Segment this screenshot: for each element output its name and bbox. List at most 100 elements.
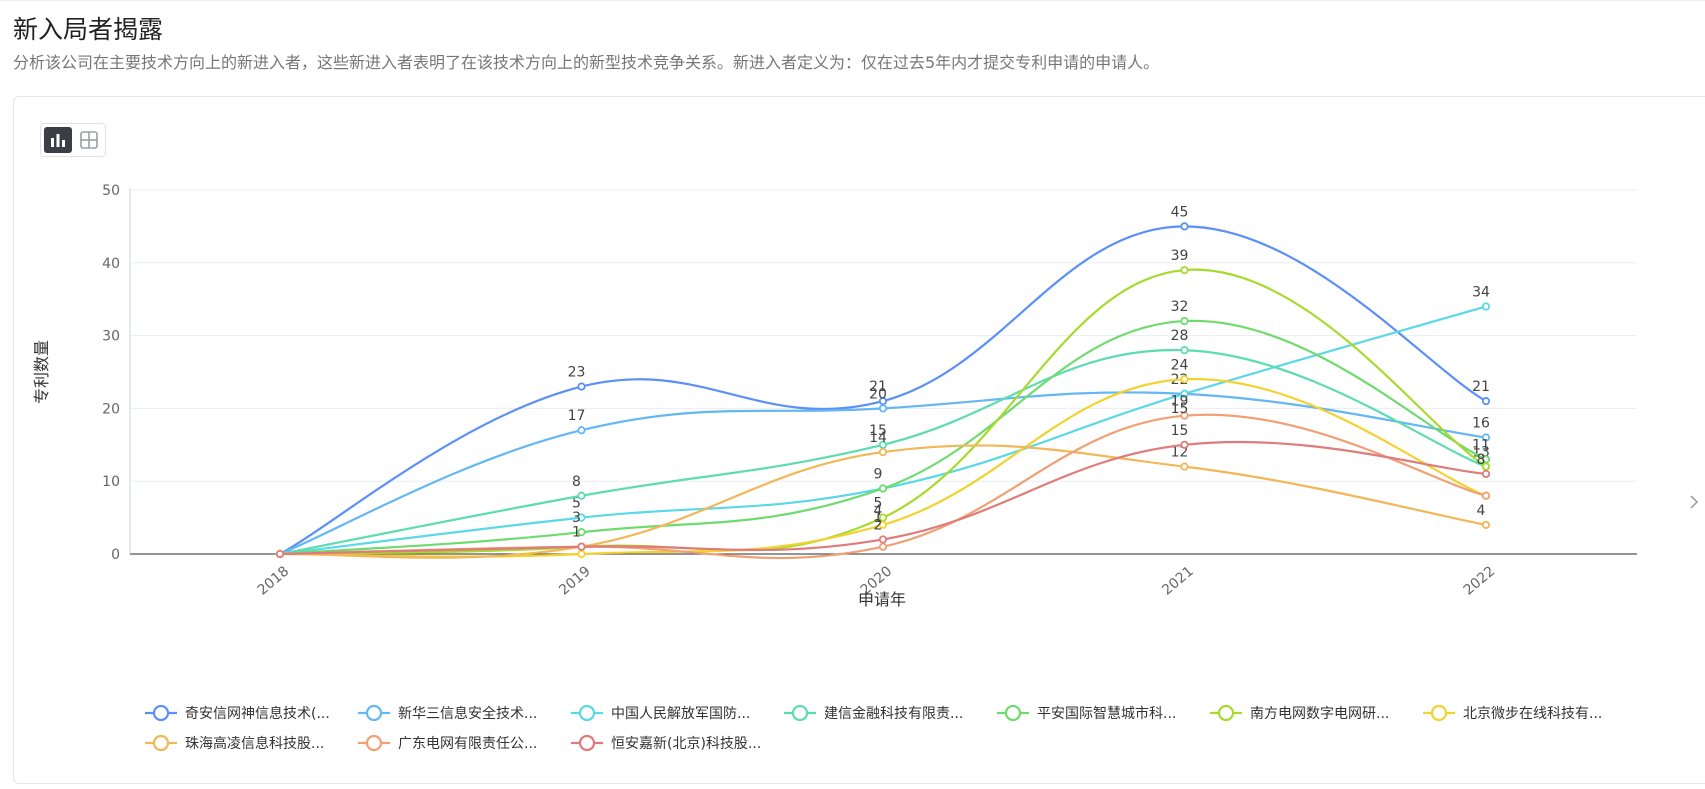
data-label: 4 (874, 503, 883, 519)
page-description: 分析该公司在主要技术方向上的新进入者，这些新进入者表明了在该技术方向上的新型技术… (13, 53, 1160, 72)
data-label: 34 (1472, 284, 1490, 300)
table-view-button[interactable] (75, 127, 103, 153)
legend-item-label: 恒安嘉新(北京)科技股... (611, 736, 761, 752)
data-label: 15 (1171, 401, 1189, 417)
data-point (1481, 302, 1491, 311)
x-tick-label: 2022 (1461, 563, 1499, 598)
x-axis-title: 申请年 (858, 590, 906, 609)
y-axis-title: 专利数量 (32, 340, 51, 404)
data-point (1180, 462, 1189, 471)
series-line (279, 268, 1487, 556)
table-grid-icon (80, 131, 98, 149)
data-label: 24 (1171, 357, 1189, 373)
data-label: 32 (1171, 299, 1189, 315)
data-label: 17 (568, 408, 586, 424)
series-line (279, 391, 1487, 556)
y-tick-label: 20 (102, 401, 120, 417)
bar-chart-icon (51, 134, 65, 147)
data-label: 15 (1171, 423, 1189, 439)
legend-item-label: 中国人民解放军国防... (611, 706, 750, 722)
data-label: 8 (572, 474, 581, 490)
chevron-right-icon[interactable] (1687, 492, 1701, 512)
data-label: 5 (874, 496, 883, 512)
x-tick-label: 2019 (556, 563, 594, 598)
y-tick-label: 30 (102, 329, 120, 345)
legend-swatch-marker (1430, 704, 1448, 722)
data-point (577, 542, 586, 551)
legend-swatch-marker (152, 704, 170, 722)
y-tick-label: 10 (102, 474, 120, 490)
data-point (1180, 316, 1189, 326)
data-label: 28 (1171, 328, 1189, 344)
data-label: 1 (874, 510, 883, 526)
x-tick-label: 2018 (255, 563, 293, 598)
data-point (1180, 375, 1189, 384)
legend-swatch-marker (365, 734, 383, 752)
data-point (878, 447, 888, 457)
data-label: 2 (874, 517, 883, 533)
data-point (1481, 491, 1491, 500)
data-label: 5 (572, 496, 581, 512)
data-point (1481, 433, 1491, 442)
series-line (279, 225, 1487, 555)
data-point (577, 491, 586, 500)
data-label: 14 (869, 430, 887, 446)
data-point (577, 426, 586, 435)
data-point (878, 542, 888, 551)
chart-view-button[interactable] (44, 127, 72, 153)
page-title: 新入局者揭露 (13, 15, 164, 44)
data-label: 21 (1472, 379, 1490, 395)
data-label: 15 (869, 423, 887, 439)
y-tick-label: 50 (102, 183, 120, 199)
legend-item-label: 珠海高凌信息科技股... (185, 735, 324, 752)
data-label: 39 (1171, 248, 1189, 264)
data-point (1180, 265, 1189, 275)
data-point (1180, 440, 1189, 449)
data-label: 19 (1171, 394, 1189, 410)
series-line (279, 319, 1487, 556)
legend-item-label: 广东电网有限责任公... (398, 736, 537, 752)
legend-item-label: 新华三信息安全技术... (398, 705, 537, 722)
top-border (0, 0, 1705, 1)
legend-swatch-marker (365, 704, 383, 722)
data-point (1180, 411, 1189, 420)
data-label: 1 (572, 525, 581, 541)
legend-swatch-marker (1004, 704, 1022, 722)
data-label: 4 (1477, 503, 1486, 519)
data-point (878, 484, 888, 493)
data-label: 3 (572, 510, 581, 526)
legend-swatch-marker (578, 704, 596, 722)
view-toggle[interactable] (40, 123, 106, 157)
data-point (577, 549, 586, 559)
x-tick-label: 2021 (1159, 563, 1197, 598)
legend-swatch-marker (152, 734, 170, 752)
legend-item-label: 奇安信网神信息技术(... (185, 705, 330, 722)
data-point (878, 520, 888, 529)
data-label: 16 (1472, 416, 1490, 432)
data-point (1180, 389, 1189, 398)
data-label: 21 (869, 379, 887, 395)
data-point (1481, 397, 1491, 406)
legend-swatch-marker (1217, 704, 1235, 722)
legend-item-label: 北京微步在线科技有... (1463, 706, 1602, 722)
legend-item-label: 建信金融科技有限责... (824, 706, 963, 722)
data-point (1481, 520, 1491, 529)
data-point (1180, 222, 1189, 231)
data-point (577, 528, 586, 537)
data-label: 11 (1472, 437, 1490, 453)
data-point (577, 513, 586, 522)
data-point (1481, 469, 1491, 479)
legend-item-label: 南方电网数字电网研... (1250, 706, 1389, 722)
y-tick-label: 0 (111, 547, 120, 563)
chart-card (13, 96, 1705, 784)
data-point (275, 549, 285, 559)
data-point (878, 404, 888, 413)
data-label: 8 (1477, 452, 1486, 468)
legend-swatch-marker (791, 704, 809, 722)
data-label: 20 (869, 386, 887, 402)
data-label: 23 (568, 365, 586, 381)
data-point (577, 382, 586, 391)
data-label: 45 (1171, 204, 1189, 220)
data-point (1180, 346, 1189, 355)
